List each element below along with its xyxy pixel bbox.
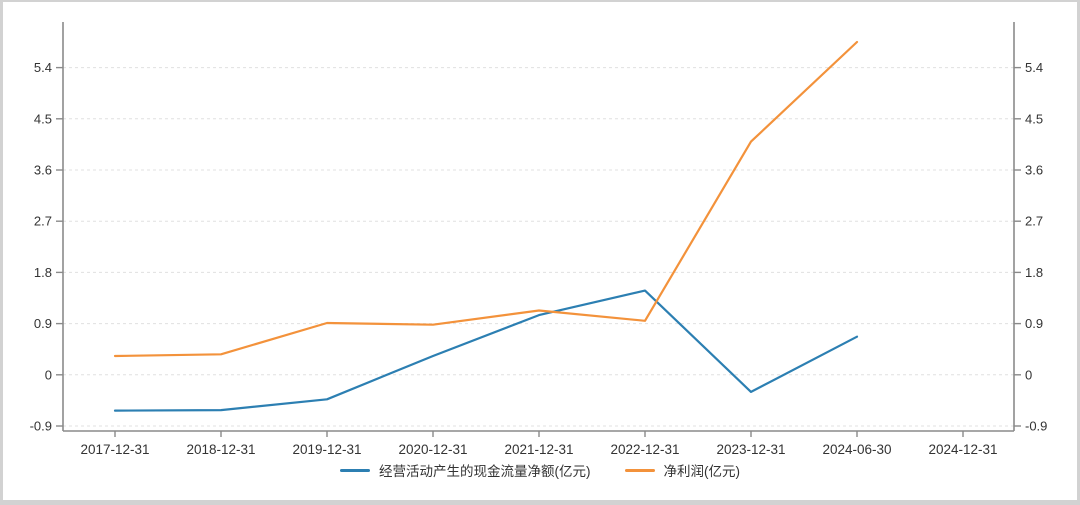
x-tick-label: 2024-06-30 bbox=[822, 442, 891, 457]
legend-item-net-profit[interactable]: 净利润(亿元) bbox=[624, 460, 741, 480]
x-tick-label: 2023-12-31 bbox=[716, 442, 785, 457]
right-y-tick-label: 2.7 bbox=[1025, 214, 1043, 229]
legend-line-swatch-orange bbox=[624, 468, 655, 472]
right-y-tick-label: -0.9 bbox=[1025, 419, 1047, 434]
series-line-0 bbox=[113, 289, 859, 412]
right-y-tick-label: 3.6 bbox=[1025, 163, 1043, 178]
left-y-tick-label: 3.6 bbox=[34, 163, 52, 178]
left-y-tick-label: 2.7 bbox=[34, 214, 52, 229]
x-tick-label: 2019-12-31 bbox=[292, 442, 361, 457]
legend-label-operating-cashflow: 经营活动产生的现金流量净额(亿元) bbox=[379, 464, 591, 479]
x-tick-label: 2020-12-31 bbox=[398, 442, 467, 457]
x-tick-label: 2021-12-31 bbox=[504, 442, 573, 457]
legend-item-operating-cashflow[interactable]: 经营活动产生的现金流量净额(亿元) bbox=[340, 460, 591, 480]
chart-legend: 经营活动产生的现金流量净额(亿元) 净利润(亿元) bbox=[3, 460, 1077, 480]
left-y-tick-label: 0.9 bbox=[34, 316, 52, 331]
x-tick-label: 2024-12-31 bbox=[928, 442, 997, 457]
right-y-tick-label: 1.8 bbox=[1025, 265, 1043, 280]
left-y-tick-label: 4.5 bbox=[34, 111, 52, 126]
left-y-tick-label: -0.9 bbox=[30, 419, 52, 434]
legend-line-swatch-blue bbox=[340, 468, 370, 472]
right-y-tick-label: 5.4 bbox=[1025, 60, 1043, 75]
line-chart: -0.9 -0.9 0 0 0.9 0.9 1.8 1.8 2.7 2.7 3.6 3.6 4.5 4.5… bbox=[30, 22, 1047, 457]
left-y-tick-label: 1.8 bbox=[34, 265, 52, 280]
left-y-tick-label: 0 bbox=[45, 367, 52, 382]
right-y-tick-label: 4.5 bbox=[1025, 111, 1043, 126]
x-tick-label: 2017-12-31 bbox=[80, 442, 149, 457]
series-line-1 bbox=[113, 40, 859, 358]
right-y-tick-label: 0 bbox=[1025, 367, 1032, 382]
legend-label-net-profit: 净利润(亿元) bbox=[663, 464, 741, 479]
left-y-tick-label: 5.4 bbox=[34, 60, 52, 75]
x-tick-label: 2022-12-31 bbox=[610, 442, 679, 457]
x-tick-label: 2018-12-31 bbox=[186, 442, 255, 457]
right-y-tick-label: 0.9 bbox=[1025, 316, 1043, 331]
